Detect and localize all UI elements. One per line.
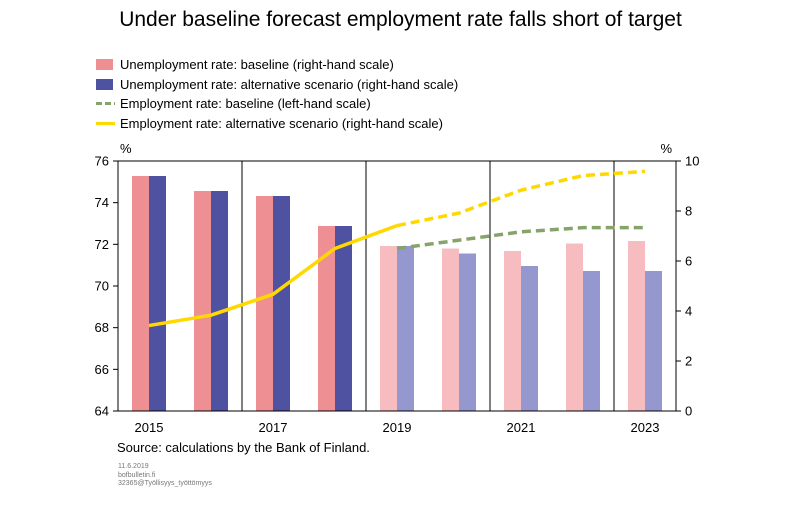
right-tick-label: 0 <box>685 404 692 419</box>
bar-alternative-2023 <box>645 271 662 411</box>
publication-date: 11.6.2019 <box>118 463 149 470</box>
bar-alternative-2017 <box>273 196 290 411</box>
bar-baseline-2018 <box>318 226 335 411</box>
bar-alternative-2016 <box>211 191 228 411</box>
bar-baseline-2016 <box>194 191 211 411</box>
bar-baseline-2019 <box>380 246 397 411</box>
legend-label: Employment rate: baseline (left-hand sca… <box>120 96 371 111</box>
legend-swatch-unemployment-alternative <box>96 78 113 90</box>
legend-label: Unemployment rate: alternative scenario … <box>120 76 459 92</box>
source-note: Source: calculations by the Bank of Finl… <box>117 440 370 455</box>
bar-alternative-2019 <box>397 246 414 411</box>
x-tick-label-2023: 2023 <box>631 420 660 435</box>
left-tick-label: 64 <box>95 404 109 419</box>
bar-alternative-2020 <box>459 253 476 411</box>
right-tick-label: 6 <box>685 254 692 269</box>
bar-baseline-2020 <box>442 248 459 411</box>
left-tick-label: 76 <box>95 154 109 169</box>
bar-alternative-2018 <box>335 226 352 411</box>
right-tick-label: 8 <box>685 204 692 219</box>
employment-line-alternative-actual <box>148 223 398 328</box>
legend-item-unemployment-baseline: Unemployment rate: baseline (right-hand … <box>96 55 458 75</box>
legend-swatch-employment-baseline <box>96 102 115 105</box>
bar-baseline-2015 <box>132 176 149 411</box>
legend-swatch-unemployment-baseline <box>96 59 113 70</box>
legend-label: Employment rate: alternative scenario (r… <box>120 115 443 131</box>
bar-baseline-2017 <box>256 196 273 411</box>
chart-legend: Unemployment rate: baseline (right-hand … <box>96 55 458 133</box>
left-axis-unit: % <box>120 141 132 156</box>
left-tick-label: 68 <box>95 320 109 335</box>
bar-alternative-2022 <box>583 271 600 411</box>
bar-baseline-2023 <box>628 241 645 411</box>
x-tick-label-2015: 2015 <box>135 420 164 435</box>
chart-title: Under baseline forecast employment rate … <box>119 8 682 31</box>
right-tick-label: 10 <box>685 154 699 169</box>
publication-site: bofbulletin.fi <box>118 471 156 479</box>
x-tick-label-2019: 2019 <box>383 420 412 435</box>
legend-item-employment-alternative: Employment rate: alternative scenario (r… <box>96 114 458 134</box>
bar-baseline-2022 <box>566 243 583 411</box>
publication-meta: 11.6.2019 bofbulletin.fi 32365@Työllisyy… <box>118 463 212 489</box>
left-tick-label: 66 <box>95 362 109 377</box>
employment-line-alternative-forecast <box>396 169 646 228</box>
right-axis-unit: % <box>660 141 672 156</box>
bar-alternative-2021 <box>521 266 538 411</box>
legend-swatch-employment-alternative <box>96 121 115 125</box>
x-tick-label-2017: 2017 <box>259 420 288 435</box>
x-tick-label-2021: 2021 <box>507 420 536 435</box>
bar-baseline-2021 <box>504 251 521 411</box>
legend-label: Unemployment rate: baseline (right-hand … <box>120 57 394 72</box>
left-tick-label: 72 <box>95 237 109 252</box>
bar-alternative-2015 <box>149 176 166 411</box>
left-tick-label: 70 <box>95 279 109 294</box>
left-tick-label: 74 <box>95 195 109 210</box>
chart-code: 32365@Työllisyys_työttömyys <box>118 480 212 487</box>
right-tick-label: 4 <box>685 304 692 319</box>
employment-line-baseline <box>396 225 645 251</box>
right-tick-label: 2 <box>685 354 692 369</box>
legend-item-unemployment-alternative: Unemployment rate: alternative scenario … <box>96 75 458 95</box>
legend-item-employment-baseline: Employment rate: baseline (left-hand sca… <box>96 94 458 114</box>
